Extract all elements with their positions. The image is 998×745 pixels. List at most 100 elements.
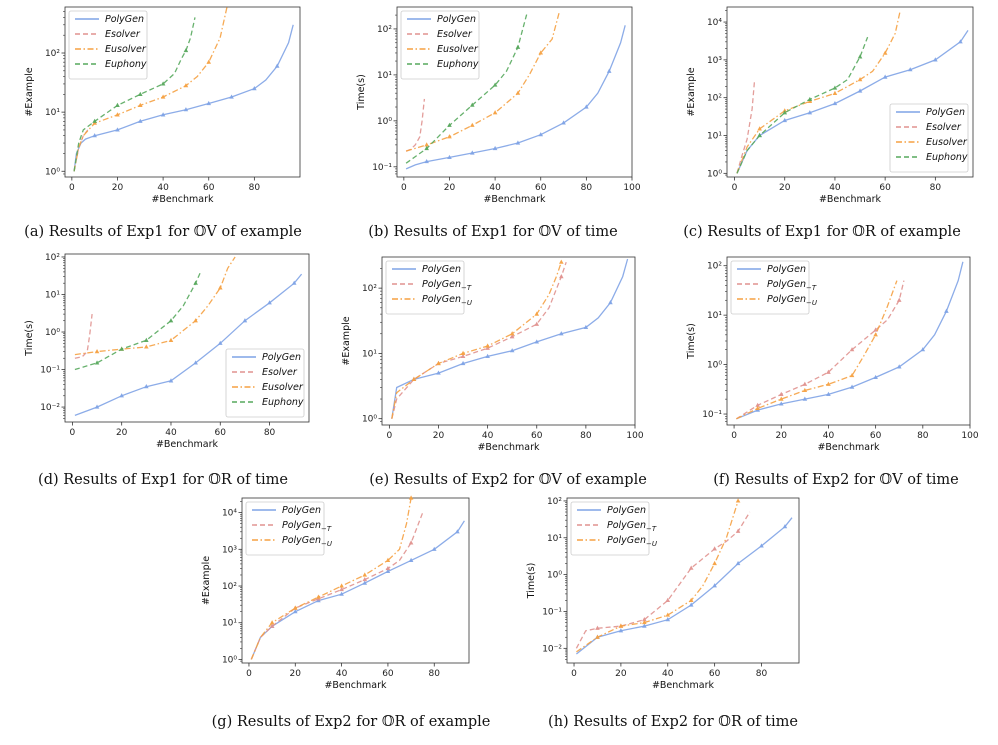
series-line-eusolver xyxy=(74,256,236,356)
data-point xyxy=(292,605,298,610)
data-point xyxy=(460,350,466,356)
y-tick-label: 10¹ xyxy=(45,108,60,118)
legend-label: PolyGen xyxy=(437,14,476,25)
data-point xyxy=(115,127,120,132)
x-axis-label: #Benchmark xyxy=(819,194,882,205)
caption-f: (f) Results of Exp2 for 𝕆V of time xyxy=(713,472,959,488)
data-point xyxy=(242,318,248,323)
data-point xyxy=(618,628,624,633)
data-point xyxy=(436,370,441,375)
data-point xyxy=(712,560,717,566)
x-axis-label: #Benchmark xyxy=(477,442,540,453)
data-point xyxy=(408,557,414,562)
data-point xyxy=(424,142,429,147)
data-point xyxy=(807,110,813,115)
data-point xyxy=(485,353,490,358)
series-line-esolver xyxy=(736,79,756,174)
data-point xyxy=(802,396,808,401)
data-point xyxy=(849,347,855,352)
data-point xyxy=(642,623,647,628)
data-point xyxy=(492,145,498,151)
legend: PolyGen Esolver Eusolver Euphony xyxy=(889,103,969,173)
data-point xyxy=(920,347,926,352)
legend-label: PolyGen xyxy=(607,505,646,516)
x-tick-label: 60 xyxy=(870,431,882,441)
data-point xyxy=(119,393,124,398)
legend-label: Esolver xyxy=(437,29,473,40)
y-tick-label: 10⁰ xyxy=(222,655,237,665)
data-point xyxy=(807,96,813,102)
data-point xyxy=(606,68,612,73)
data-point xyxy=(735,560,741,566)
data-point xyxy=(778,401,784,406)
legend: PolyGen Esolver Eusolver Euphony xyxy=(400,10,480,80)
x-tick-label: 80 xyxy=(429,669,441,679)
data-point xyxy=(757,126,762,131)
data-point xyxy=(755,405,760,410)
data-point xyxy=(267,300,272,305)
y-tick-label: 10⁴ xyxy=(222,509,237,519)
x-tick-label: 40 xyxy=(336,669,348,679)
legend-label: Esolver xyxy=(105,29,141,40)
legend-label: PolyGen xyxy=(282,505,321,516)
data-point xyxy=(896,364,902,369)
y-tick-label: 10² xyxy=(222,582,237,592)
data-point xyxy=(509,334,515,339)
legend-label: PolyGen−U xyxy=(282,535,332,548)
data-point xyxy=(595,625,600,630)
legend-label: Euphony xyxy=(105,59,147,70)
x-tick-label: 80 xyxy=(580,431,592,441)
plot-frame xyxy=(64,6,301,178)
data-point xyxy=(447,154,452,160)
data-point xyxy=(538,50,544,55)
y-tick-label: 10⁻¹ xyxy=(542,607,562,617)
data-point xyxy=(559,259,564,264)
data-point xyxy=(534,339,540,344)
data-point xyxy=(944,308,949,313)
data-point xyxy=(857,88,863,93)
legend-label: Euphony xyxy=(926,152,968,163)
data-point xyxy=(316,594,321,599)
data-point xyxy=(269,620,275,625)
series-line-euphony xyxy=(73,17,196,172)
y-tick-label: 10¹ xyxy=(222,619,237,629)
data-point xyxy=(408,495,414,500)
series-line-eusolver xyxy=(73,6,228,172)
y-tick-label: 10⁻² xyxy=(542,644,562,654)
data-point xyxy=(534,321,540,326)
series-line-eusolver xyxy=(405,13,560,152)
data-point xyxy=(735,528,741,533)
x-tick-label: 20 xyxy=(615,669,627,679)
y-tick-label: 10⁰ xyxy=(45,167,60,177)
data-point xyxy=(782,117,788,123)
x-tick-label: 60 xyxy=(531,431,543,441)
y-tick-label: 10¹ xyxy=(377,71,392,81)
data-point xyxy=(882,74,888,79)
legend-box xyxy=(385,260,465,315)
y-tick-label: 10² xyxy=(362,284,377,294)
series-line-euphony xyxy=(74,271,202,371)
data-point xyxy=(608,300,613,305)
y-axis-label: #Example xyxy=(686,67,697,116)
legend: PolyGen Esolver Eusolver Euphony xyxy=(68,10,148,80)
data-point xyxy=(755,402,760,407)
x-tick-label: 80 xyxy=(264,428,276,438)
legend-label: PolyGen xyxy=(105,14,144,25)
y-tick-label: 10⁻² xyxy=(40,403,60,413)
data-point xyxy=(460,353,466,358)
x-tick-label: 20 xyxy=(433,431,445,441)
data-point xyxy=(447,122,452,127)
data-point xyxy=(665,597,671,602)
data-point xyxy=(94,360,100,365)
x-tick-label: 80 xyxy=(581,183,593,193)
y-tick-label: 10³ xyxy=(222,545,237,555)
x-tick-label: 40 xyxy=(482,431,494,441)
data-point xyxy=(873,374,878,380)
data-point xyxy=(460,360,466,366)
y-tick-label: 10⁰ xyxy=(707,361,722,371)
caption-b: (b) Results of Exp1 for 𝕆V of time xyxy=(368,224,617,240)
data-point xyxy=(534,311,540,316)
legend-label: PolyGen xyxy=(767,264,806,275)
x-axis-label: #Benchmark xyxy=(817,442,880,453)
